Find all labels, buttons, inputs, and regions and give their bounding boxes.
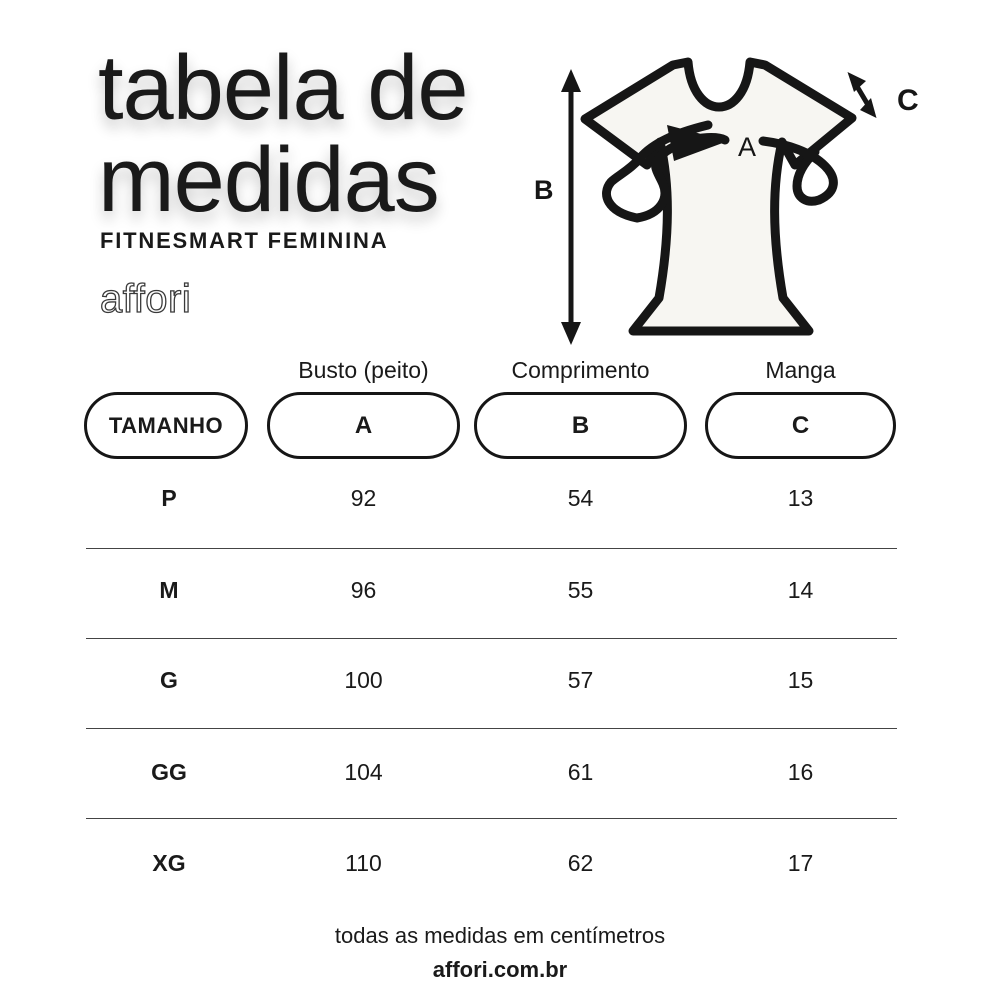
svg-text:affori: affori bbox=[100, 277, 191, 321]
svg-text:A: A bbox=[738, 132, 756, 162]
svg-text:B: B bbox=[534, 175, 554, 205]
svg-text:C: C bbox=[897, 84, 919, 117]
